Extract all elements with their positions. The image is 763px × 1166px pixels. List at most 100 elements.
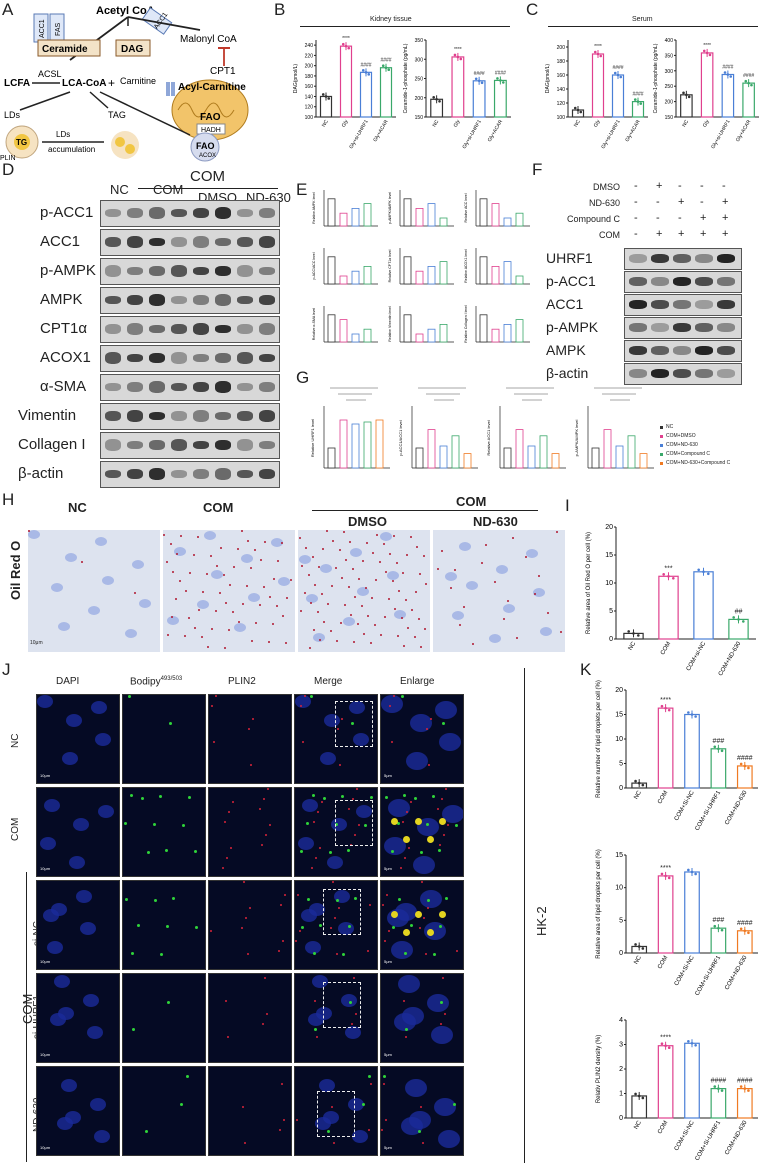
legend-swatch: [660, 434, 663, 438]
lipid-droplet: [384, 616, 386, 618]
nucleus: [88, 606, 100, 615]
bar: [710, 1087, 727, 1119]
blot-band: [237, 352, 253, 364]
plin2-signal: [383, 1083, 385, 1085]
bodipy-signal: [370, 796, 373, 799]
scale-bar-label: 10μm: [40, 1052, 51, 1057]
category-label: COM+Si-NC: [674, 954, 696, 987]
data-point: [480, 81, 484, 85]
blot-band: [127, 410, 143, 422]
plin2-signal: [456, 950, 458, 952]
y-axis-label: DAG(pmol/L): [293, 64, 299, 94]
bodipy-signal: [160, 953, 163, 956]
e-mini-chart: Relative Collagen I level: [464, 305, 530, 343]
category-label: COM+ND-630: [718, 640, 743, 677]
category-label: Gly+ACAR: [735, 119, 753, 143]
data-point: [739, 1085, 743, 1088]
bodipy-signal: [438, 849, 441, 852]
blot-band: [237, 209, 253, 217]
lipid-droplet: [494, 581, 496, 583]
plin2-signal: [316, 1036, 318, 1038]
f-sign: +: [700, 228, 707, 240]
nucleus: [345, 1026, 361, 1039]
bar: [339, 319, 348, 343]
blot-band: [127, 236, 143, 248]
data-point: [697, 568, 700, 572]
nucleus: [90, 1098, 106, 1111]
lipid-metabolism-schematic: Acetyl CoA ACC1 FAS ACC1 Malonyl CoA Cer…: [0, 5, 249, 162]
lipid-droplet: [481, 562, 483, 564]
blot-band: [651, 300, 669, 309]
lipid-droplet: [556, 531, 558, 533]
bodipy-sup: 493/503: [160, 676, 183, 682]
lipid-droplet: [277, 560, 279, 562]
f-sign: -: [700, 196, 704, 208]
nucleus: [398, 975, 420, 993]
blot-band: [105, 324, 121, 334]
blot-strip: [624, 363, 742, 385]
nucleus: [387, 909, 409, 927]
lipid-droplet: [319, 639, 321, 641]
blot-band: [127, 382, 143, 392]
blot-band: [171, 324, 187, 334]
oil-red-row-label: Oil Red O: [8, 540, 23, 600]
plin2-signal: [348, 808, 350, 810]
category-label: COM+Si-NC: [674, 789, 696, 822]
lipid-droplet: [507, 600, 509, 602]
lipid-droplet: [259, 604, 261, 606]
plin2-signal: [330, 927, 332, 929]
data-point: [747, 1089, 750, 1092]
blot-band: [215, 353, 231, 363]
data-point: [747, 766, 750, 770]
nucleus: [302, 799, 318, 812]
serum-header: Serum: [632, 16, 653, 23]
category-label: COM: [657, 790, 669, 805]
lipid-droplet: [286, 597, 288, 599]
plin2-signal: [252, 718, 254, 720]
lipid-droplet: [251, 640, 253, 642]
fluorescence-image: 10μm: [36, 880, 120, 970]
lipid-droplet: [380, 634, 382, 636]
lipid-droplet: [332, 540, 334, 542]
y-tick-label: 180: [557, 59, 566, 65]
y-tick-label: 140: [557, 87, 566, 93]
lipid-droplet: [207, 646, 209, 648]
lipid-droplet: [339, 549, 341, 551]
y-tick-label: 250: [415, 77, 424, 83]
plin2-signal: [369, 904, 371, 906]
bodipy-signal: [348, 925, 351, 928]
bodipy-signal: [445, 897, 448, 900]
plin2-signal: [245, 917, 247, 919]
category-label: NC: [681, 119, 690, 129]
data-point: [742, 620, 745, 623]
blot-band: [127, 267, 143, 275]
lipid-droplet: [206, 573, 208, 575]
colocalization-signal: [439, 818, 446, 825]
lipid-droplet: [273, 578, 275, 580]
lipid-droplet: [450, 587, 452, 589]
bar: [363, 421, 372, 469]
blot-strip: [100, 229, 280, 256]
bodipy-signal: [172, 897, 175, 900]
bar: [657, 875, 674, 954]
lipid-droplet: [301, 565, 303, 567]
blot-band: [171, 383, 187, 391]
d-row-label: AMPK: [40, 291, 83, 308]
legend-item: COM+Compound C: [660, 451, 730, 457]
bar: [657, 707, 674, 789]
plin2-signal: [283, 1119, 285, 1121]
bar: [439, 445, 448, 469]
bodipy-signal: [147, 851, 150, 854]
peroxisome-shape: [190, 132, 220, 162]
nucleus: [320, 564, 332, 573]
e-mini-chart: Relative AMPK level: [312, 190, 378, 227]
lipid-droplet: [503, 618, 505, 620]
plin2-signal: [226, 857, 228, 859]
lipid-droplet: [198, 609, 200, 611]
enlarge-box: [335, 701, 373, 747]
y-axis-label: p-AMPK/AMPK level: [574, 420, 579, 457]
blot-band: [215, 381, 231, 393]
bar: [503, 323, 512, 343]
bodipy-signal: [310, 695, 313, 698]
blot-band: [149, 266, 165, 276]
